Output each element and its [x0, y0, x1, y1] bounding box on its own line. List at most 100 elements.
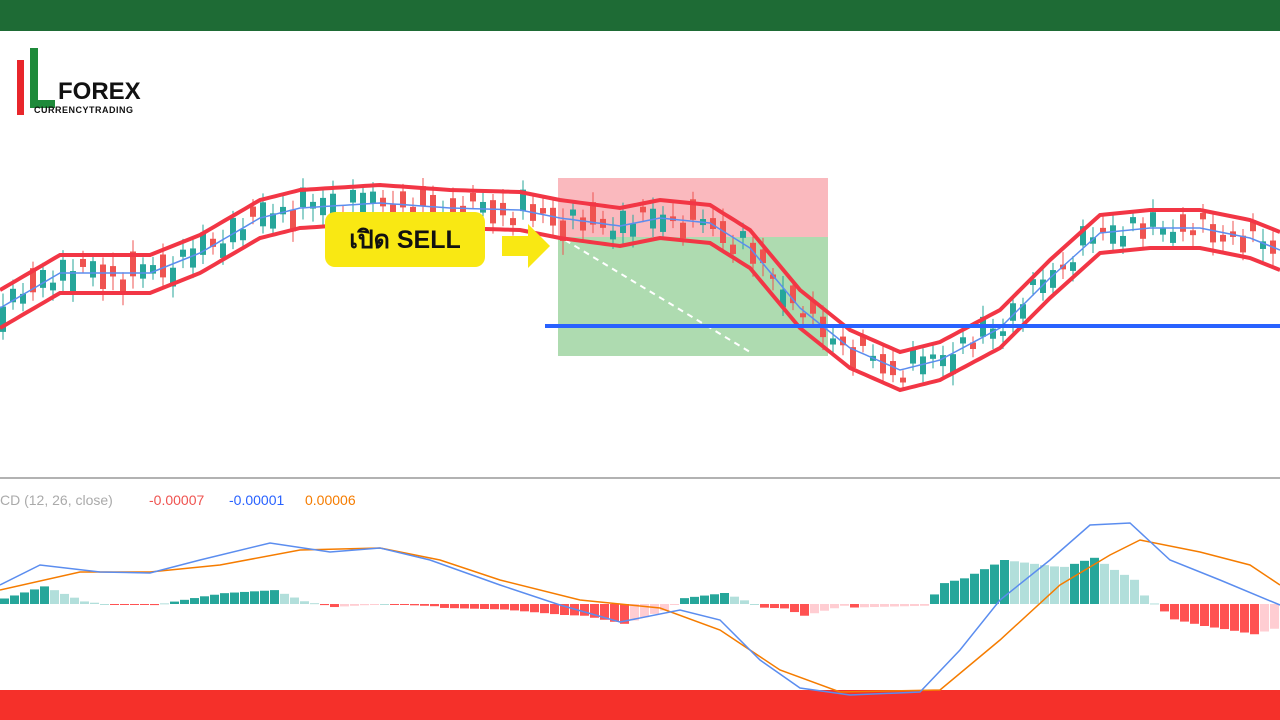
- histogram-bar: [450, 604, 459, 609]
- histogram-bar: [110, 604, 119, 605]
- candle-body: [1030, 279, 1036, 286]
- candle-body: [710, 218, 716, 229]
- candle-body: [110, 266, 116, 277]
- histogram-bar: [60, 593, 69, 604]
- histogram-bar: [300, 601, 309, 604]
- logo-mark: [30, 48, 55, 108]
- candle-body: [430, 194, 436, 216]
- candle-body: [210, 238, 216, 247]
- candle-body: [1100, 227, 1106, 233]
- histogram-bar: [0, 598, 9, 604]
- candle-body: [750, 242, 756, 264]
- candle-body: [200, 232, 206, 255]
- histogram-bar: [740, 600, 749, 604]
- histogram-bar: [1050, 566, 1059, 604]
- candle-body: [680, 222, 686, 239]
- histogram-bar: [910, 604, 919, 607]
- histogram-bar: [1170, 604, 1179, 620]
- candle-body: [400, 191, 406, 208]
- histogram-bar: [430, 604, 439, 607]
- candle-body: [760, 249, 766, 264]
- candle-body: [290, 209, 296, 232]
- candle-body: [220, 243, 226, 258]
- histogram-bar: [730, 596, 739, 604]
- histogram-bar: [530, 604, 539, 613]
- histogram-bar: [700, 595, 709, 604]
- histogram-bar: [1190, 604, 1199, 624]
- histogram-bar: [290, 597, 299, 604]
- legend-signal: 0.00006: [305, 492, 356, 508]
- candle-body: [20, 293, 26, 304]
- histogram-bar: [70, 597, 79, 604]
- histogram-bar: [280, 593, 289, 604]
- logo-brand: FOREX: [58, 78, 141, 105]
- histogram-bar: [960, 578, 969, 604]
- candle-body: [160, 254, 166, 278]
- candle-body: [1050, 270, 1056, 288]
- histogram-bar: [20, 592, 29, 604]
- histogram-bar: [370, 604, 379, 605]
- upper-band: [0, 182, 1280, 355]
- candle-body: [630, 223, 636, 237]
- histogram-bar: [390, 604, 399, 605]
- histogram-bar: [630, 604, 639, 621]
- candle-body: [890, 361, 896, 376]
- histogram-bar: [420, 604, 429, 606]
- trade-path: [564, 239, 751, 353]
- candle-body: [240, 229, 246, 241]
- candle-body: [800, 313, 806, 318]
- histogram-bar: [690, 596, 699, 604]
- histogram-bar: [350, 604, 359, 606]
- candle-body: [140, 264, 146, 279]
- histogram-bar: [310, 603, 319, 605]
- top-bar: [0, 0, 1280, 31]
- histogram-bar: [460, 604, 469, 609]
- histogram-bar: [590, 604, 599, 618]
- arrow: [502, 224, 550, 268]
- candle-body: [0, 306, 6, 332]
- candle-body: [310, 201, 316, 209]
- candle-body: [1170, 231, 1176, 243]
- candle-body: [250, 206, 256, 217]
- histogram-bar: [1220, 604, 1229, 630]
- candle-body: [1220, 234, 1226, 242]
- legend-macd: -0.00001: [229, 492, 284, 508]
- histogram-bar: [130, 604, 139, 605]
- histogram-bar: [870, 604, 879, 608]
- histogram-bar: [200, 596, 209, 604]
- histogram-bar: [1180, 604, 1189, 622]
- histogram-bar: [770, 604, 779, 609]
- candle-body: [450, 198, 456, 214]
- candle-body: [330, 193, 336, 217]
- candle-body: [690, 199, 696, 220]
- histogram-bar: [830, 604, 839, 609]
- legend-name: CD (12, 26, close): [0, 492, 113, 508]
- histogram-bar: [10, 595, 19, 604]
- histogram-bar: [540, 604, 549, 614]
- candle-body: [950, 354, 956, 375]
- price-pane: [0, 178, 1280, 393]
- macd-legend: CD (12, 26, close) -0.00007 -0.00001 0.0…: [0, 492, 356, 508]
- candle-body: [1200, 213, 1206, 220]
- histogram-bar: [190, 598, 199, 604]
- candle-body: [650, 208, 656, 229]
- histogram-bar: [670, 604, 679, 605]
- histogram-bar: [760, 604, 769, 608]
- candle-body: [10, 288, 16, 303]
- candle-body: [280, 206, 286, 215]
- candle-body: [560, 220, 566, 241]
- histogram-bar: [920, 604, 929, 606]
- candle-body: [1150, 212, 1156, 227]
- candle-body: [350, 189, 356, 203]
- histogram-bar: [1080, 560, 1089, 604]
- legend-histogram: -0.00007: [149, 492, 204, 508]
- candle-body: [1180, 214, 1186, 232]
- candle-body: [830, 338, 836, 345]
- candle-body: [640, 206, 646, 213]
- histogram-bar: [600, 604, 609, 620]
- candle-body: [580, 217, 586, 231]
- candle-body: [60, 259, 66, 281]
- candle-body: [30, 268, 36, 293]
- histogram-bar: [580, 604, 589, 616]
- candle-body: [1260, 241, 1266, 249]
